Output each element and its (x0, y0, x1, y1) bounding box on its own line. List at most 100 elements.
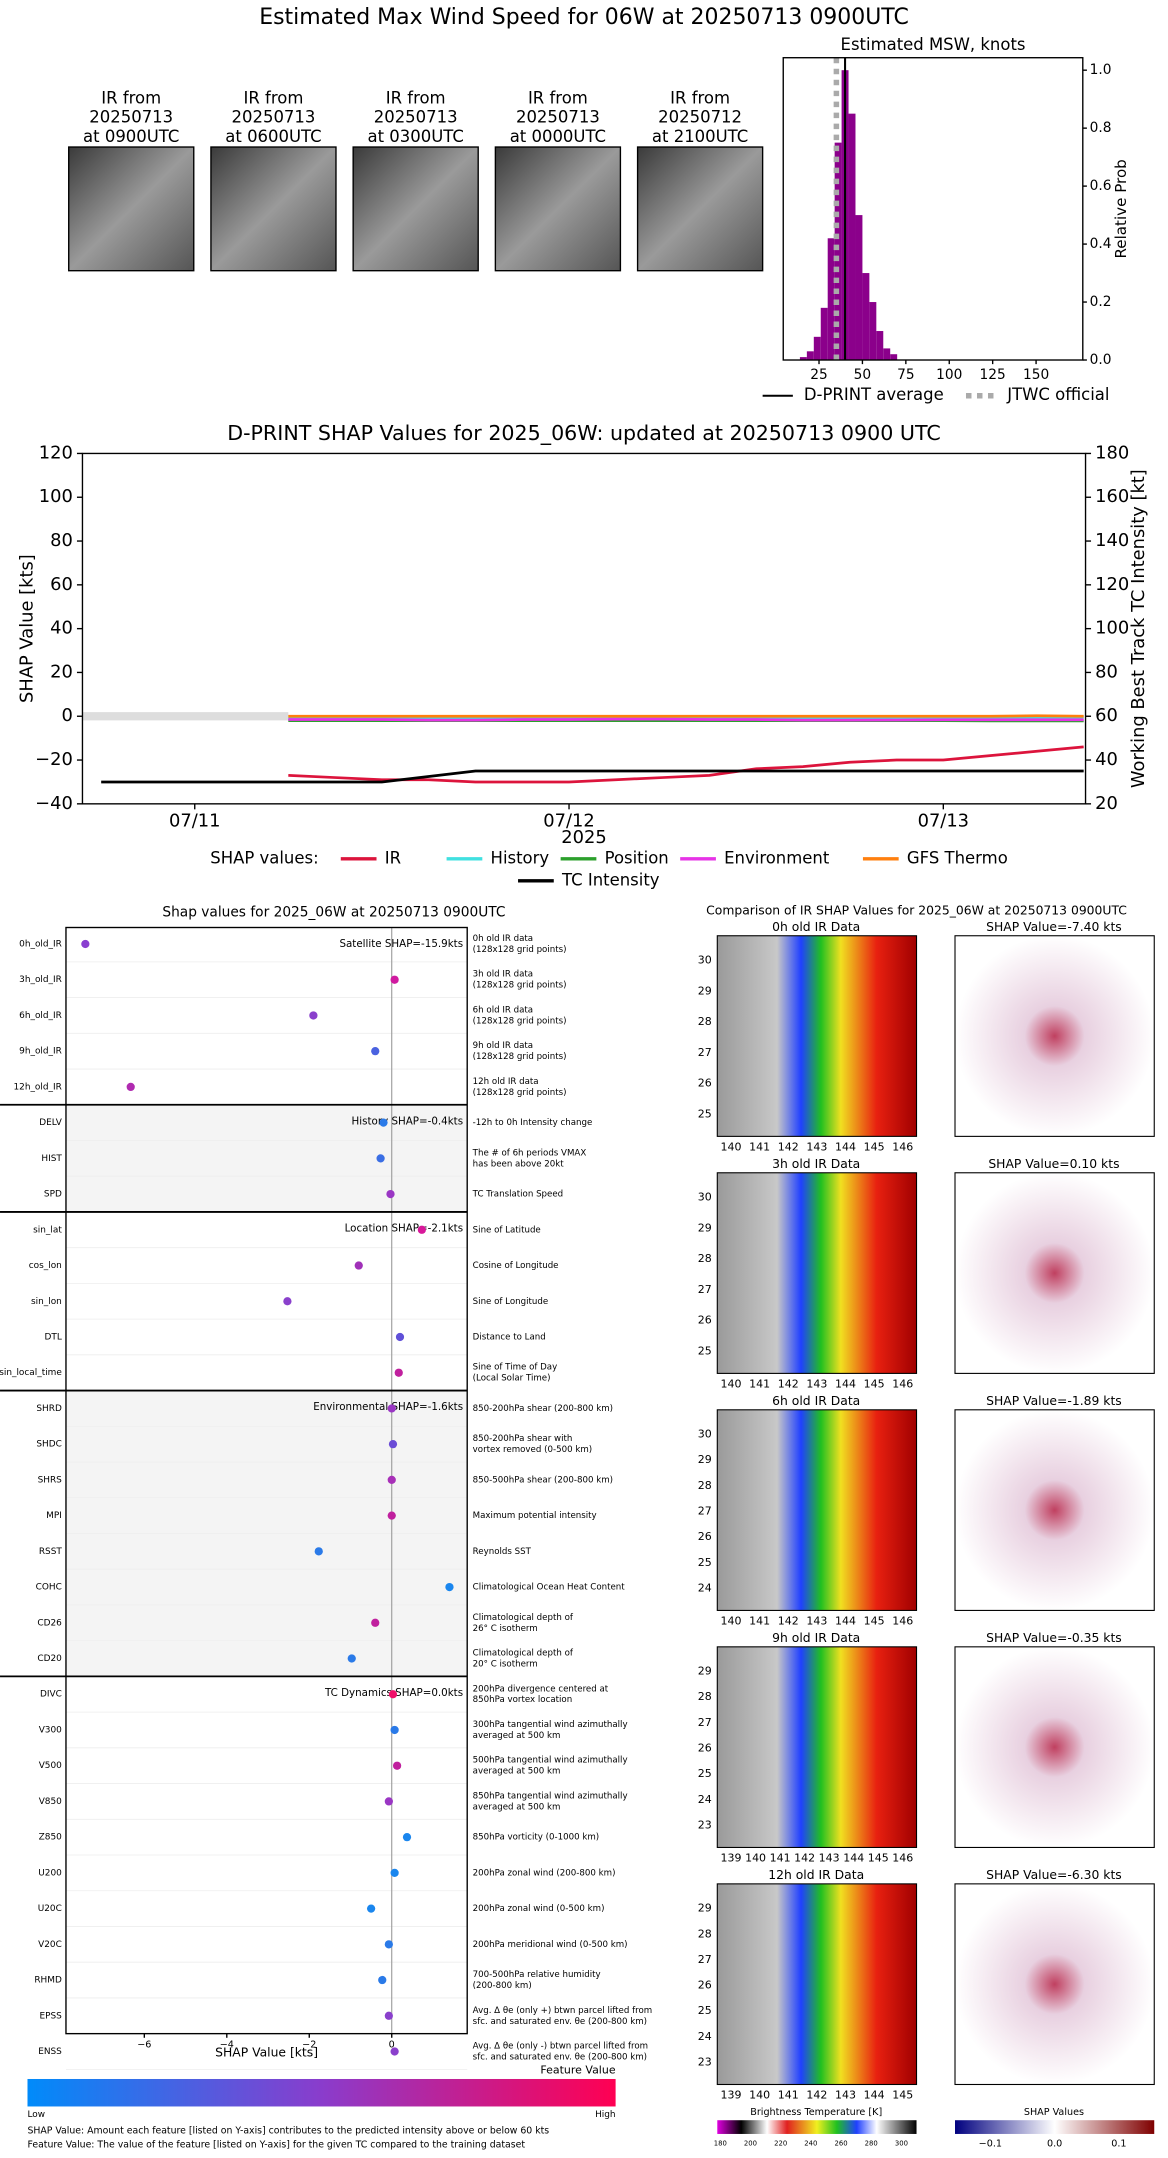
x-tick-label: 143 (806, 1377, 827, 1390)
thumbnail-label: IR from (244, 88, 304, 107)
colorbar-tick-label: 0.1 (1111, 2139, 1126, 2150)
y-tick-label: 25 (698, 1344, 712, 1357)
chart-title: D-PRINT SHAP Values for 2025_06W: update… (227, 421, 941, 446)
y-tick-label: 28 (698, 1927, 712, 1940)
x-tick-label: 141 (770, 1851, 791, 1864)
feature-description: 850hPa vorticity (0-1000 km) (473, 1833, 600, 1843)
feature-description: Cosine of Longitude (473, 1261, 559, 1271)
shap-title: SHAP Value=-1.89 kts (986, 1394, 1122, 1408)
group-label: History SHAP=-0.4kts (352, 1115, 464, 1127)
x-tick-label: 145 (864, 1614, 885, 1627)
y-tick-label: 24 (698, 2030, 712, 2043)
y2-tick-label: 60 (1095, 705, 1118, 726)
legend-label: IR (385, 848, 401, 867)
footnote: SHAP Value: Amount each feature [listed … (27, 2126, 549, 2137)
feature-description: 200hPa divergence centered at (473, 1684, 609, 1694)
shap-dot (390, 1725, 399, 1735)
x-tick-label: 142 (806, 2088, 827, 2101)
y-tick-label: 27 (698, 1283, 712, 1296)
x-tick-label: 140 (749, 2088, 770, 2101)
y-tick-label: 26 (698, 1077, 712, 1090)
x-tick-label: 144 (864, 2088, 885, 2101)
colorbar-label: SHAP Values (1024, 2107, 1084, 2118)
thumbnail-label: 20250713 (516, 108, 600, 127)
y2-tick-label: 160 (1095, 486, 1129, 507)
feature-description: The # of 6h periods VMAX (472, 1148, 587, 1158)
hist-bar (890, 354, 898, 361)
legend-label: D-PRINT average (804, 385, 944, 404)
thumbnail-label: 20250713 (374, 108, 458, 127)
bt-colorbar (717, 2120, 917, 2134)
y-tick-label: 0.2 (1090, 294, 1112, 310)
shap-title: SHAP Value=-0.35 kts (986, 1631, 1122, 1645)
thumbnail-label: IR from (670, 88, 730, 107)
ir-title: 9h old IR Data (772, 1631, 860, 1645)
legend-title: SHAP values: (210, 848, 318, 867)
feature-description: (200-800 km) (473, 1981, 532, 1991)
hist-bar (827, 238, 835, 361)
feature-label: RHMD (34, 1976, 62, 1986)
feature-description: Maximum potential intensity (473, 1511, 597, 1521)
feature-description: 500hPa tangential wind azimuthally (473, 1756, 628, 1766)
colorbar-tick-label: 200 (744, 2140, 757, 2148)
shap-title: SHAP Value=-6.30 kts (986, 1868, 1122, 1882)
y-axis-label: Relative Prob (1112, 159, 1130, 258)
feature-label: SHDC (36, 1440, 61, 1450)
shap-dot (314, 1547, 323, 1556)
y-tick-label: 24 (698, 1581, 712, 1594)
colorbar-tick-label: 300 (895, 2140, 908, 2148)
hist-bar (820, 307, 828, 361)
group-label: Location SHAP=-2.1kts (345, 1222, 463, 1234)
feature-description: Sine of Time of Day (473, 1363, 558, 1373)
x-tick-label: 145 (868, 1851, 889, 1864)
legend-label: History (491, 848, 550, 867)
feature-label: CD26 (37, 1618, 62, 1628)
feature-description: 850hPa vortex location (473, 1695, 572, 1705)
shap-dot (384, 1940, 393, 1949)
shap-dot (309, 1011, 318, 1020)
hist-bar (855, 215, 863, 361)
x-tick-label: 145 (892, 2088, 913, 2101)
ir-image (716, 1646, 918, 1849)
shap-image (954, 935, 1155, 1137)
x-tick-label: 145 (864, 1377, 885, 1390)
y-tick-label: 25 (698, 1767, 712, 1780)
shap-dot (445, 1582, 454, 1592)
y-tick-label: 26 (698, 1530, 712, 1543)
shap-image (954, 1172, 1155, 1374)
x-tick-label: 142 (778, 1140, 799, 1153)
y-tick-label: 28 (698, 1252, 712, 1265)
y-tick-label: 0 (61, 705, 72, 726)
feature-description: 3h old IR data (473, 970, 533, 980)
feature-description: (128x128 grid points) (473, 981, 567, 991)
feature-description: sfc. and saturated env. θe (200-800 km) (473, 2017, 647, 2027)
thumbnail-label: at 0900UTC (83, 127, 179, 146)
shap-dot (392, 1761, 402, 1770)
y-tick-label: 80 (50, 530, 73, 551)
x-tick-label: −4 (220, 2040, 234, 2051)
colorbar-tick-label: 220 (774, 2140, 787, 2148)
colorbar-tick-label: 0.0 (1047, 2139, 1062, 2150)
feature-label: V850 (39, 1797, 62, 1807)
hist-bar (883, 348, 891, 361)
feature-label: sin_lon (31, 1297, 62, 1307)
y-tick-label: 29 (698, 1221, 712, 1234)
x-tick-label: 144 (835, 1377, 856, 1390)
y-tick-label: 20 (50, 661, 73, 682)
feature-label: V300 (39, 1725, 62, 1735)
plot-frame (81, 452, 1087, 805)
shap-image (954, 1409, 1155, 1611)
y-tick-label: 26 (698, 1979, 712, 1992)
feature-label: SHRD (36, 1404, 62, 1414)
y-tick-label: 30 (698, 953, 712, 966)
hist-bar (806, 351, 814, 361)
y-tick-label: 27 (698, 1504, 712, 1517)
y-tick-label: 24 (698, 1793, 712, 1806)
hist-bar (869, 302, 877, 361)
series-line (101, 769, 1084, 784)
y2-tick-label: 100 (1095, 618, 1129, 639)
thumbnail-label: IR from (528, 88, 588, 107)
feature-description: 200hPa zonal wind (0-500 km) (473, 1904, 605, 1914)
y2-axis-label: Working Best Track TC Intensity [kt] (1128, 469, 1149, 788)
